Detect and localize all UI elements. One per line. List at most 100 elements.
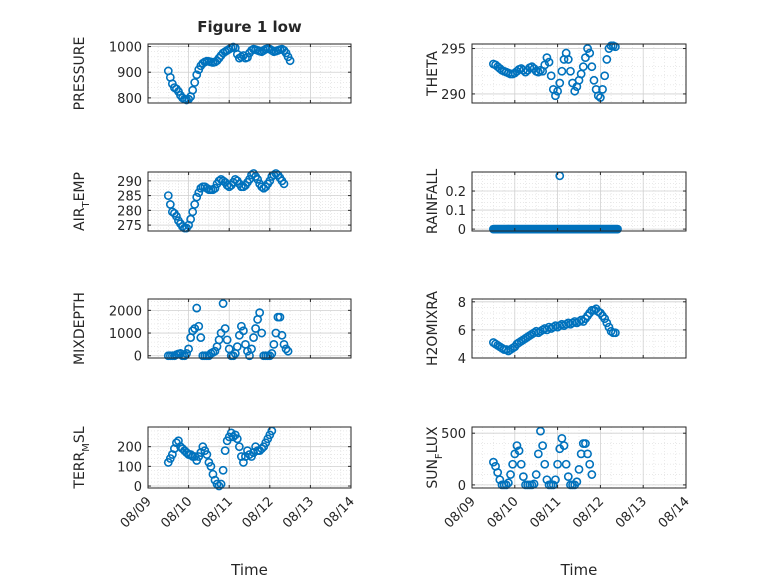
axes-background (472, 172, 686, 231)
data-point (508, 459, 518, 469)
data-point (587, 62, 597, 72)
y-tick-label: 295 (441, 43, 466, 58)
data-series (163, 169, 289, 233)
data-series (163, 42, 295, 105)
y-tick-label: 290 (117, 175, 142, 190)
data-point (559, 441, 569, 451)
y-tick-label: 1000 (109, 41, 142, 56)
x-axis-label: Time (230, 561, 268, 579)
y-tick-label: 500 (441, 427, 466, 442)
data-point (234, 442, 244, 452)
y-axis-label: H2OMIXRA (425, 291, 441, 366)
data-series (163, 426, 277, 491)
y-axis-label: THETA (425, 51, 441, 97)
data-point (542, 53, 552, 63)
y-axis-label: MIXDEPTH (72, 292, 88, 365)
subplot-7: 0 100 200 TERRMSL 08/09 08/10 08/11 08/12 08/13 0… (72, 426, 358, 579)
y-tick-label: 285 (117, 190, 142, 205)
data-point (613, 224, 622, 234)
data-point (196, 333, 206, 342)
data-point (210, 183, 220, 193)
data-point (551, 91, 560, 101)
data-point (220, 446, 230, 456)
y-axis-label: RAINFALL (425, 169, 441, 234)
axes-box (471, 298, 687, 359)
y-tick-label: 280 (117, 204, 142, 219)
data-point (202, 183, 212, 193)
data-point (538, 441, 548, 451)
y-axis-label: PRESSURE (72, 37, 88, 111)
data-point (572, 477, 582, 487)
x-tick-label: 08/13 (613, 494, 650, 531)
data-series (488, 304, 620, 356)
y-tick-label: 0.1 (445, 204, 466, 219)
data-point (257, 444, 267, 454)
subplot-4: 0 0.1 0.2 RAINFALL (425, 169, 687, 238)
data-point (247, 344, 256, 354)
data-series (163, 299, 293, 361)
x-tick-label: 08/11 (527, 494, 564, 531)
data-point (542, 475, 552, 485)
y-tick-label: 100 (117, 460, 142, 475)
data-point (277, 330, 287, 340)
y-tick-label: 4 (458, 352, 466, 367)
data-point (236, 321, 246, 331)
data-point (583, 44, 592, 53)
x-tick-label: 08/12 (570, 494, 607, 531)
axes-box (471, 43, 687, 104)
x-tick-label: 08/09 (442, 494, 479, 531)
data-point (208, 185, 218, 195)
data-point (512, 441, 522, 451)
data-point (514, 446, 524, 456)
y-tick-label: 0.2 (445, 185, 466, 200)
data-point (279, 339, 289, 349)
data-point (583, 449, 592, 459)
data-point (593, 91, 603, 101)
y-tick-label: 200 (117, 441, 142, 456)
data-point (265, 176, 275, 186)
data-point (239, 326, 248, 336)
data-point (188, 85, 198, 95)
data-point (163, 191, 173, 200)
data-point (540, 459, 550, 469)
y-tick-label: 1000 (109, 327, 142, 342)
axes-box (147, 171, 352, 232)
y-tick-label: 0 (134, 350, 142, 365)
data-point (533, 67, 543, 77)
axes-background (472, 299, 686, 358)
data-point (578, 62, 588, 72)
data-point (220, 324, 230, 333)
data-point (557, 66, 567, 76)
x-axis-label: Time (560, 561, 598, 579)
y-axis-label: AIRTEMP (72, 172, 92, 231)
x-tick-label: 08/10 (158, 494, 195, 531)
data-point (194, 188, 204, 198)
x-tick-label: 08/11 (199, 494, 236, 531)
data-point (585, 48, 595, 58)
y-tick-label: 6 (458, 324, 466, 339)
x-tick-label: 08/13 (280, 494, 317, 531)
data-point (544, 57, 554, 67)
data-point (196, 183, 206, 193)
data-point (194, 321, 204, 331)
data-point (267, 349, 277, 358)
data-point (553, 459, 562, 469)
data-point (190, 78, 200, 87)
y-tick-label: 0 (458, 479, 466, 494)
data-point (202, 450, 212, 459)
y-tick-label: 275 (117, 219, 142, 234)
data-point (275, 312, 285, 322)
data-point (253, 174, 263, 184)
data-point (249, 333, 258, 342)
data-point (574, 464, 584, 474)
x-tick-label: 08/14 (656, 494, 693, 531)
data-point (214, 176, 224, 186)
data-point (598, 84, 607, 94)
data-point (283, 346, 293, 356)
data-point (563, 472, 573, 482)
axes-box (147, 43, 352, 104)
x-tick-label: 08/12 (240, 494, 277, 531)
data-point (269, 339, 279, 349)
data-point (192, 303, 202, 313)
